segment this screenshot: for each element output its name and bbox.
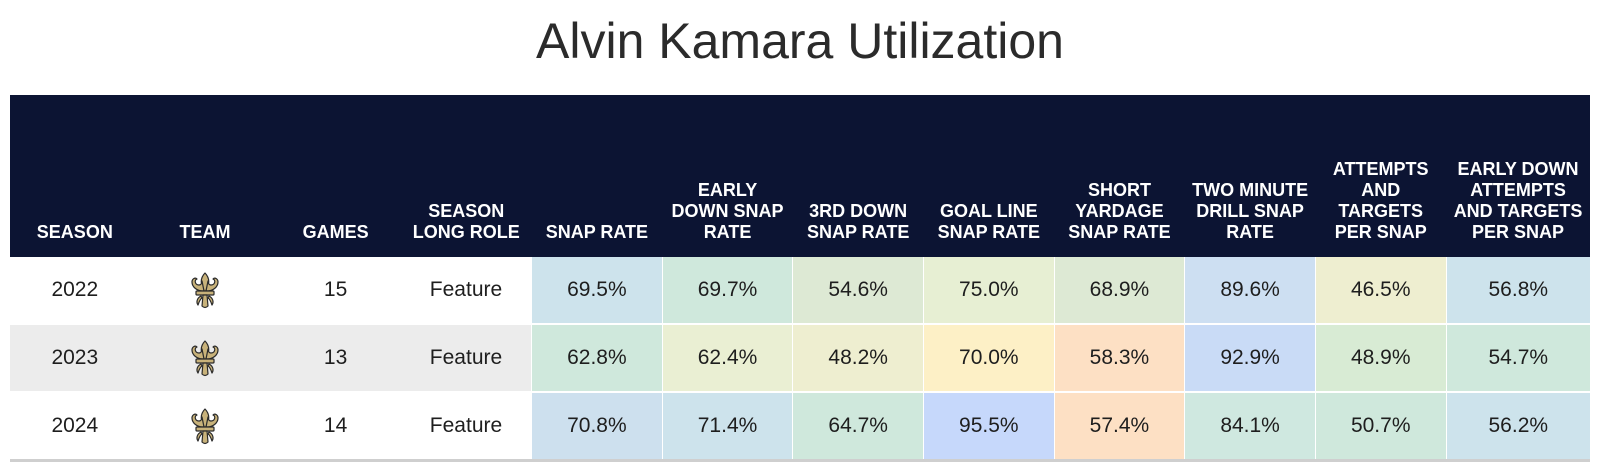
fleur-de-lis-icon [191,340,219,377]
season-cell: 2024 [10,392,140,462]
role-cell: Feature [400,324,532,393]
early-down-attempts-targets-per-snap-cell: 56.8% [1445,257,1590,325]
two-minute-drill-snap-rate-cell: 92.9% [1184,324,1316,393]
games-cell: 14 [270,392,401,462]
header-two-minute-drill-snap-rate[interactable]: TWO MINUTE DRILL SNAP RATE [1184,95,1316,257]
goal-line-snap-rate-cell: 95.5% [922,392,1055,462]
header-team[interactable]: TEAM [139,95,271,257]
two-minute-drill-snap-rate-cell: 89.6% [1184,257,1316,325]
goal-line-snap-rate-cell: 75.0% [922,257,1055,325]
header-early-down-snap-rate[interactable]: EARLY DOWN SNAP RATE [662,95,793,257]
short-yardage-snap-rate-cell: 58.3% [1053,324,1185,393]
games-cell: 13 [270,324,401,393]
header-goal-line-snap-rate[interactable]: GOAL LINE SNAP RATE [923,95,1055,257]
header-early-down-attempts-targets-per-snap[interactable]: EARLY DOWN ATTEMPTS AND TARGETS PER SNAP [1446,95,1590,257]
role-cell: Feature [400,392,532,462]
table-row: 2022 15 Feature 69.5% 69.7% 54.6% 75.0% 68.9% 8… [10,257,1590,325]
early-down-snap-rate-cell: 69.7% [661,257,793,325]
short-yardage-snap-rate-cell: 68.9% [1053,257,1185,325]
third-down-snap-rate-cell: 48.2% [792,324,924,393]
games-cell: 15 [270,257,401,325]
attempts-targets-per-snap-cell: 48.9% [1314,324,1447,393]
third-down-snap-rate-cell: 64.7% [792,392,924,462]
fleur-de-lis-icon [191,272,219,309]
header-row: SEASON TEAM GAMES SEASON LONG ROLE SNAP … [10,95,1590,257]
team-cell [139,324,271,393]
third-down-snap-rate-cell: 54.6% [792,257,924,325]
team-cell [139,257,271,325]
header-attempts-targets-per-snap[interactable]: ATTEMPTS AND TARGETS PER SNAP [1315,95,1447,257]
utilization-table: SEASON TEAM GAMES SEASON LONG ROLE SNAP … [10,95,1590,462]
short-yardage-snap-rate-cell: 57.4% [1053,392,1185,462]
two-minute-drill-snap-rate-cell: 84.1% [1184,392,1316,462]
header-short-yardage-snap-rate[interactable]: SHORT YARDAGE SNAP RATE [1054,95,1185,257]
fleur-de-lis-icon [191,408,219,445]
season-cell: 2023 [10,324,140,393]
role-cell: Feature [400,257,532,325]
snap-rate-cell: 62.8% [531,324,663,393]
early-down-snap-rate-cell: 71.4% [661,392,793,462]
season-cell: 2022 [10,257,140,325]
snap-rate-cell: 69.5% [531,257,663,325]
team-cell [139,392,271,462]
header-games[interactable]: GAMES [270,95,401,257]
goal-line-snap-rate-cell: 70.0% [922,324,1055,393]
header-season[interactable]: SEASON [10,95,140,257]
attempts-targets-per-snap-cell: 50.7% [1314,392,1447,462]
table-row: 2024 14 Feature 70.8% 71.4% 64.7% 95.5% 57.4% 8… [10,392,1590,462]
page-title: Alvin Kamara Utilization [536,13,1064,69]
header-third-down-snap-rate[interactable]: 3RD DOWN SNAP RATE [792,95,924,257]
header-season-long-role[interactable]: SEASON LONG ROLE [400,95,532,257]
early-down-attempts-targets-per-snap-cell: 56.2% [1445,392,1590,462]
header-snap-rate[interactable]: SNAP RATE [531,95,663,257]
early-down-snap-rate-cell: 62.4% [661,324,793,393]
early-down-attempts-targets-per-snap-cell: 54.7% [1445,324,1590,393]
snap-rate-cell: 70.8% [531,392,663,462]
table-row: 2023 13 Feature 62.8% 62.4% 48.2% 70.0% 58.3% 9… [10,324,1590,393]
attempts-targets-per-snap-cell: 46.5% [1314,257,1447,325]
